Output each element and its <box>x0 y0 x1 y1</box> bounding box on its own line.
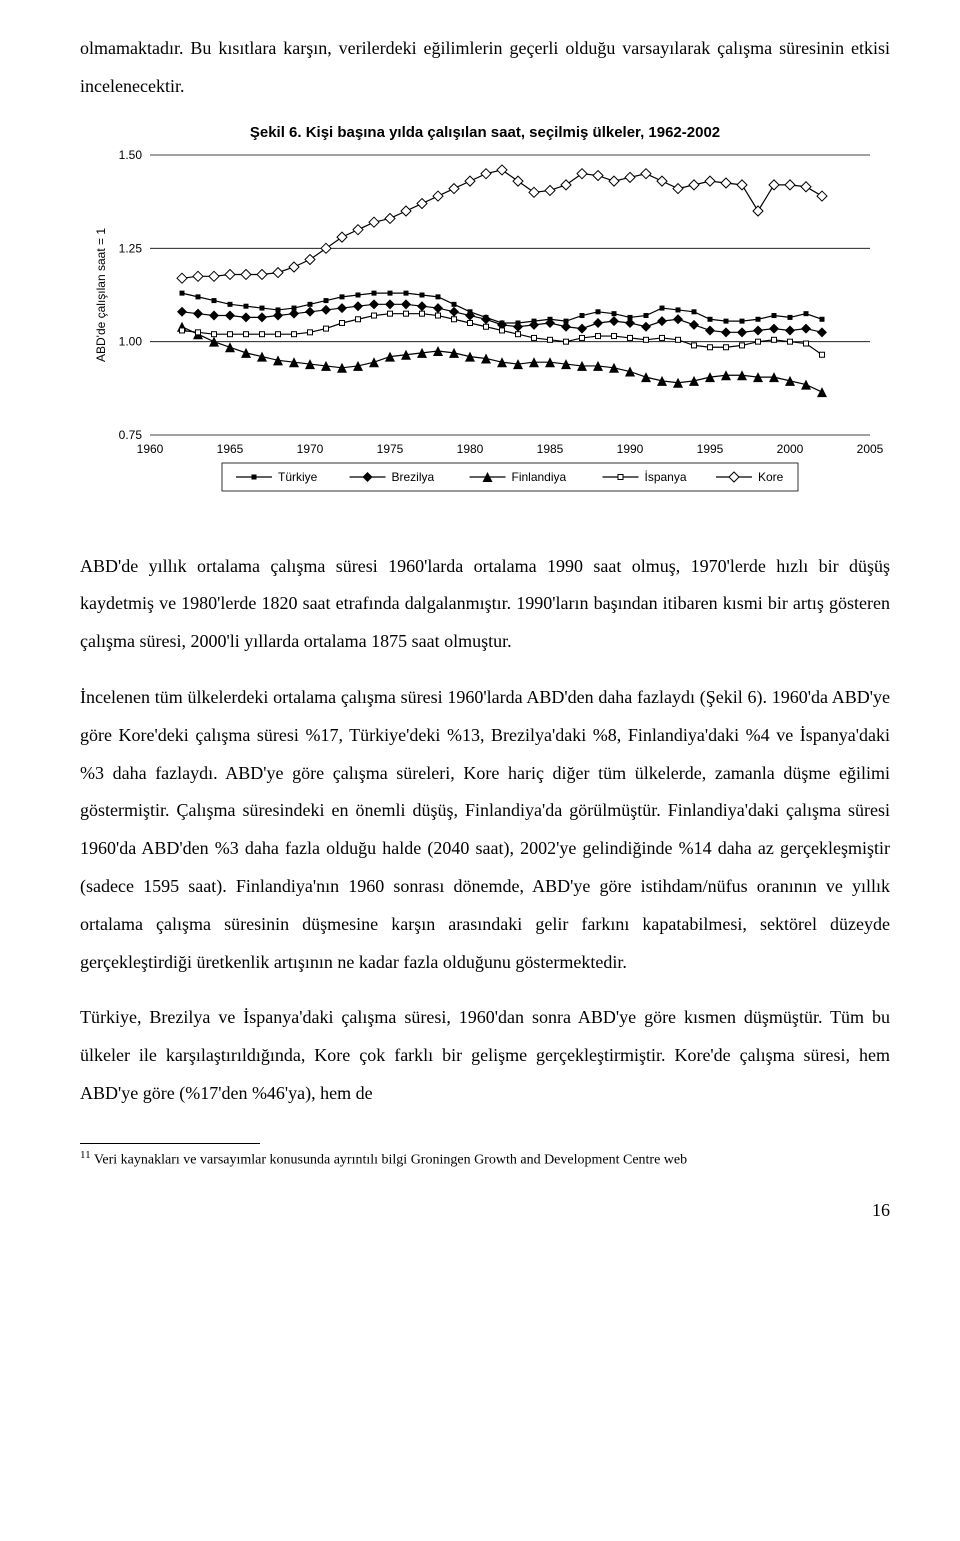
paragraph-b: İncelenen tüm ülkelerdeki ortalama çalış… <box>80 679 890 981</box>
svg-text:1990: 1990 <box>617 442 644 456</box>
paragraph-top: olmamaktadır. Bu kısıtlara karşın, veril… <box>80 30 890 106</box>
svg-text:Türkiye: Türkiye <box>278 470 318 484</box>
paragraph-a: ABD'de yıllık ortalama çalışma süresi 19… <box>80 548 890 661</box>
svg-text:Finlandiya: Finlandiya <box>512 470 567 484</box>
svg-text:1.25: 1.25 <box>119 241 143 255</box>
svg-text:1985: 1985 <box>537 442 564 456</box>
svg-text:1.50: 1.50 <box>119 148 143 162</box>
svg-text:Kore: Kore <box>758 470 784 484</box>
svg-text:2005: 2005 <box>857 442 884 456</box>
svg-text:1995: 1995 <box>697 442 724 456</box>
svg-text:Brezilya: Brezilya <box>392 470 435 484</box>
svg-text:İspanya: İspanya <box>645 470 687 484</box>
chart-title: Şekil 6. Kişi başına yılda çalışılan saa… <box>80 124 890 141</box>
footnote-separator <box>80 1143 260 1144</box>
paragraph-c: Türkiye, Brezilya ve İspanya'daki çalışm… <box>80 999 890 1112</box>
page-container: olmamaktadır. Bu kısıtlara karşın, veril… <box>0 0 960 1261</box>
svg-text:ABD'de çalışılan saat = 1: ABD'de çalışılan saat = 1 <box>94 227 108 361</box>
footnote: 11 Veri kaynakları ve varsayımlar konusu… <box>80 1148 890 1170</box>
footnote-text: Veri kaynakları ve varsayımlar konusunda… <box>91 1152 688 1167</box>
page-number: 16 <box>80 1200 890 1221</box>
footnote-number: 11 <box>80 1149 91 1161</box>
svg-text:1960: 1960 <box>137 442 164 456</box>
svg-text:2000: 2000 <box>777 442 804 456</box>
chart-svg: 0.75 1.00 1.25 1.50 1960 1965 1970 1975 1980 1985… <box>80 145 890 525</box>
svg-text:1970: 1970 <box>297 442 324 456</box>
chart-figure: 0.75 1.00 1.25 1.50 1960 1965 1970 1975 1980 1985… <box>80 145 890 530</box>
svg-text:1965: 1965 <box>217 442 244 456</box>
svg-text:1980: 1980 <box>457 442 484 456</box>
svg-text:0.75: 0.75 <box>119 428 143 442</box>
svg-text:1.00: 1.00 <box>119 334 143 348</box>
svg-text:1975: 1975 <box>377 442 404 456</box>
